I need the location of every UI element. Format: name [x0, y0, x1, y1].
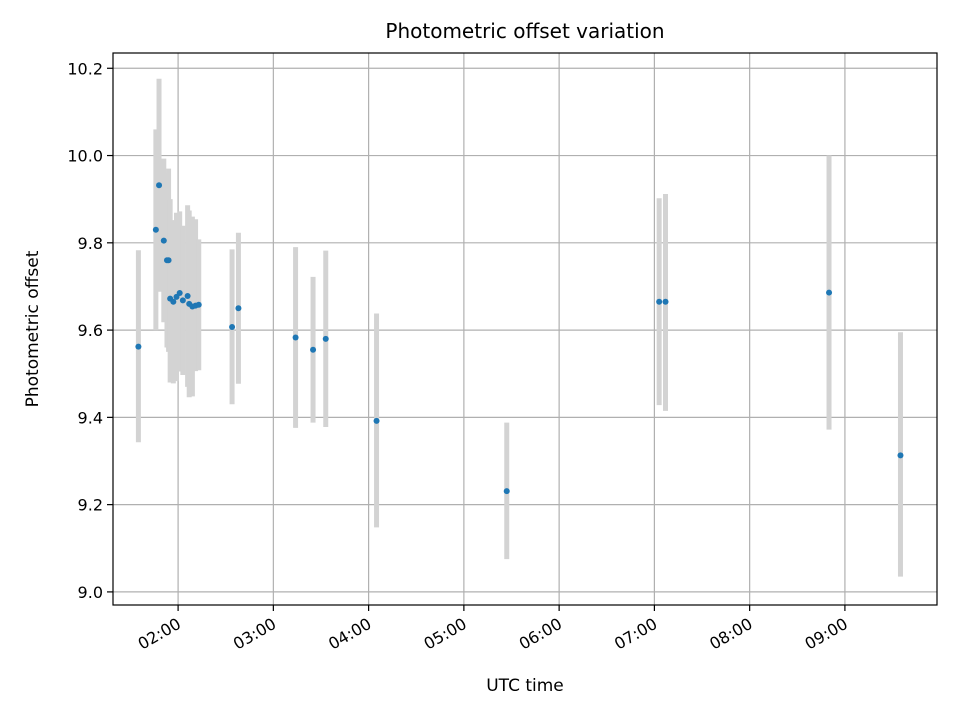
data-point — [165, 257, 172, 264]
y-tick-label: 9.0 — [78, 583, 103, 602]
y-axis-label: Photometric offset — [23, 250, 43, 407]
plot-frame — [112, 52, 938, 606]
y-tick-label: 9.6 — [78, 321, 103, 340]
data-point — [310, 346, 317, 353]
x-tick-label: 06:00 — [516, 614, 565, 654]
data-point — [826, 289, 833, 296]
data-point — [235, 305, 242, 312]
y-tick-label: 9.8 — [78, 234, 103, 253]
data-point — [656, 298, 663, 305]
data-points — [135, 182, 904, 495]
data-point — [373, 417, 380, 424]
x-tick-label: 04:00 — [325, 614, 374, 654]
data-point — [152, 226, 159, 233]
chart-title: Photometric offset variation — [385, 19, 664, 43]
plot-background — [113, 53, 937, 605]
data-point — [179, 297, 186, 304]
y-tick-label: 10.2 — [67, 59, 103, 78]
data-point — [184, 293, 191, 300]
data-point — [662, 298, 669, 305]
data-point — [160, 237, 167, 244]
y-axis-ticks: 9.0 9.2 9.4 9.6 9.8 10.0 10.2 — [67, 59, 113, 602]
y-tick-label: 10.0 — [67, 147, 103, 166]
x-tick-label: 05:00 — [420, 614, 469, 654]
x-tick-label: 08:00 — [706, 614, 755, 654]
x-axis-label: UTC time — [486, 676, 564, 696]
data-point — [176, 290, 183, 296]
x-tick-label: 03:00 — [230, 614, 279, 654]
data-point — [135, 343, 142, 350]
data-point — [503, 488, 510, 495]
data-point — [170, 298, 177, 305]
data-point — [292, 334, 299, 341]
data-point — [229, 324, 236, 331]
x-tick-label: 09:00 — [801, 614, 850, 654]
y-tick-label: 9.2 — [78, 496, 103, 515]
data-point — [322, 335, 329, 342]
grid — [113, 53, 937, 605]
x-tick-label: 02:00 — [135, 614, 184, 654]
x-tick-label: 07:00 — [611, 614, 660, 654]
y-tick-label: 9.4 — [78, 408, 103, 427]
data-point — [897, 452, 904, 459]
x-axis-ticks: 02:00 03:00 04:00 05:00 06:00 07:00 08:00 09:00 — [135, 605, 851, 654]
data-point — [156, 182, 163, 189]
data-point — [195, 301, 202, 308]
